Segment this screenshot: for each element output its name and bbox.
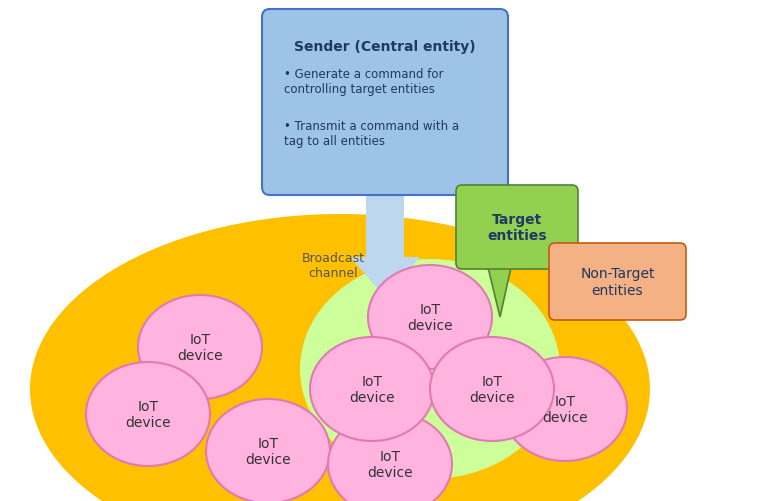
Ellipse shape [138,296,262,399]
Text: IoT
device: IoT device [542,394,587,424]
Text: IoT
device: IoT device [407,302,453,333]
Ellipse shape [206,399,330,501]
Text: Target
entities: Target entities [487,212,547,242]
Ellipse shape [503,357,627,461]
Text: • Generate a command for
controlling target entities: • Generate a command for controlling tar… [284,68,443,96]
Ellipse shape [328,412,452,501]
Text: IoT
device: IoT device [177,332,223,362]
Text: Non-Target
entities: Non-Target entities [581,267,655,297]
Ellipse shape [86,362,210,466]
Ellipse shape [430,337,554,441]
Text: Broadcast
channel: Broadcast channel [302,252,365,280]
Text: Sender (Central entity): Sender (Central entity) [294,40,476,54]
Text: IoT
device: IoT device [349,374,395,404]
Polygon shape [350,188,420,298]
FancyBboxPatch shape [262,10,508,195]
Ellipse shape [368,266,492,369]
Text: IoT
device: IoT device [469,374,515,404]
Text: • Transmit a command with a
tag to all entities: • Transmit a command with a tag to all e… [284,120,459,148]
Ellipse shape [310,337,434,441]
FancyBboxPatch shape [456,186,578,270]
Text: IoT
device: IoT device [367,449,413,479]
Ellipse shape [30,214,650,501]
Ellipse shape [300,260,560,479]
Text: IoT
device: IoT device [245,436,291,466]
FancyBboxPatch shape [549,243,686,320]
Text: IoT
device: IoT device [125,399,171,429]
Polygon shape [487,264,512,317]
